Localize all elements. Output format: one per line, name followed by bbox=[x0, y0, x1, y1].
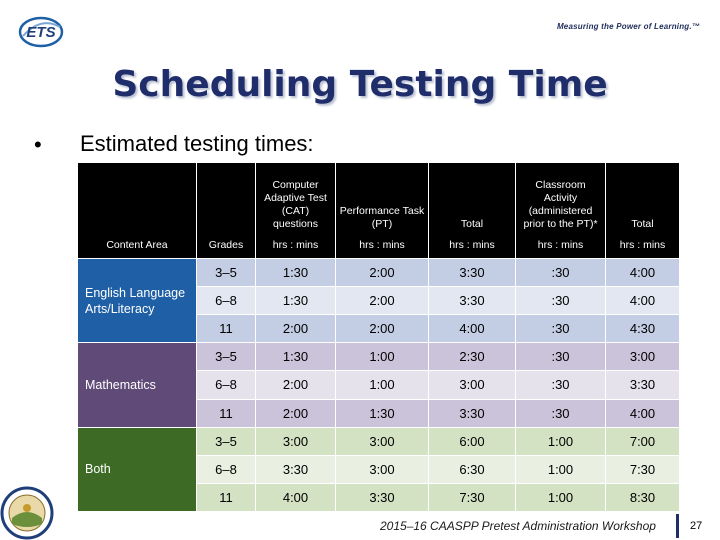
ca-cell: :30 bbox=[515, 286, 606, 316]
total-cell: 6:00 bbox=[428, 426, 516, 456]
cat-cell: 1:30 bbox=[255, 286, 336, 316]
pt-cell: 1:00 bbox=[335, 342, 429, 372]
footer-divider bbox=[676, 514, 679, 538]
header-total-2: Total hrs : mins bbox=[605, 162, 680, 259]
logo-text: ETS bbox=[26, 24, 55, 41]
table-row: Mathematics 3–5 1:30 1:00 2:30 :30 3:00 bbox=[77, 342, 680, 428]
cat-cell: 1:30 bbox=[255, 257, 336, 288]
header-content-area: Content Area bbox=[77, 162, 197, 259]
bullet-marker: • bbox=[34, 132, 42, 157]
footer-text: 2015–16 CAASPP Pretest Administration Wo… bbox=[380, 519, 656, 533]
ca-cell: :30 bbox=[515, 314, 606, 344]
pt-cell: 2:00 bbox=[335, 314, 429, 344]
header-classroom-activity: Classroom Activity (administered prior t… bbox=[515, 162, 606, 259]
total2-cell: 7:00 bbox=[605, 426, 680, 456]
ca-cell: 1:00 bbox=[515, 426, 606, 456]
total2-cell: 3:00 bbox=[605, 342, 680, 372]
cat-cell: 4:00 bbox=[255, 482, 336, 513]
grade-cell: 11 bbox=[196, 314, 256, 344]
area-both: Both bbox=[77, 426, 197, 513]
total-cell: 7:30 bbox=[428, 482, 516, 513]
bullet-text: Estimated testing times: bbox=[80, 131, 314, 156]
total2-cell: 4:00 bbox=[605, 286, 680, 316]
table-header-row: Content Area Grades Computer Adaptive Te… bbox=[77, 162, 680, 259]
total-cell: 2:30 bbox=[428, 342, 516, 372]
grade-cell: 6–8 bbox=[196, 454, 256, 484]
total2-cell: 4:00 bbox=[605, 398, 680, 428]
slide-title: Scheduling Testing Time bbox=[112, 64, 608, 105]
grade-cell: 3–5 bbox=[196, 342, 256, 372]
ets-logo: ETS bbox=[18, 14, 64, 50]
grade-cell: 3–5 bbox=[196, 257, 256, 288]
testing-times-table: Content Area Grades Computer Adaptive Te… bbox=[77, 162, 680, 513]
ca-cell: 1:00 bbox=[515, 482, 606, 513]
grade-cell: 3–5 bbox=[196, 426, 256, 456]
area-math: Mathematics bbox=[77, 342, 197, 428]
cat-cell: 2:00 bbox=[255, 314, 336, 344]
page-number: 27 bbox=[690, 520, 703, 532]
total-cell: 3:30 bbox=[428, 286, 516, 316]
ca-cell: :30 bbox=[515, 342, 606, 372]
total2-cell: 7:30 bbox=[605, 454, 680, 484]
ca-cell: :30 bbox=[515, 257, 606, 288]
cat-cell: 2:00 bbox=[255, 370, 336, 400]
pt-cell: 1:30 bbox=[335, 398, 429, 428]
tagline: Measuring the Power of Learning.™ bbox=[556, 22, 700, 31]
pt-cell: 2:00 bbox=[335, 257, 429, 288]
table-row: English Language Arts/Literacy 3–5 1:30 … bbox=[77, 257, 680, 344]
area-ela: English Language Arts/Literacy bbox=[77, 257, 197, 344]
cat-cell: 1:30 bbox=[255, 342, 336, 372]
grade-cell: 11 bbox=[196, 482, 256, 513]
total-cell: 4:00 bbox=[428, 314, 516, 344]
grade-cell: 11 bbox=[196, 398, 256, 428]
header-pt: Performance Task (PT) hrs : mins bbox=[335, 162, 429, 259]
ca-cell: :30 bbox=[515, 370, 606, 400]
pt-cell: 3:00 bbox=[335, 426, 429, 456]
state-seal-icon bbox=[0, 486, 54, 540]
cat-cell: 3:00 bbox=[255, 426, 336, 456]
ets-logo-icon: ETS bbox=[18, 16, 64, 48]
ca-cell: 1:00 bbox=[515, 454, 606, 484]
total2-cell: 8:30 bbox=[605, 482, 680, 513]
total-cell: 3:30 bbox=[428, 257, 516, 288]
pt-cell: 3:00 bbox=[335, 454, 429, 484]
pt-cell: 3:30 bbox=[335, 482, 429, 513]
total-cell: 6:30 bbox=[428, 454, 516, 484]
grade-cell: 6–8 bbox=[196, 286, 256, 316]
table-row: Both 3–5 3:00 3:00 6:00 1:00 7:00 bbox=[77, 426, 680, 513]
pt-cell: 1:00 bbox=[335, 370, 429, 400]
total-cell: 3:30 bbox=[428, 398, 516, 428]
header-grades: Grades bbox=[196, 162, 256, 259]
total2-cell: 3:30 bbox=[605, 370, 680, 400]
ca-cell: :30 bbox=[515, 398, 606, 428]
header-cat: Computer Adaptive Test (CAT) questions hr… bbox=[255, 162, 336, 259]
header-total: Total hrs : mins bbox=[428, 162, 516, 259]
total-cell: 3:00 bbox=[428, 370, 516, 400]
pt-cell: 2:00 bbox=[335, 286, 429, 316]
total2-cell: 4:30 bbox=[605, 314, 680, 344]
total2-cell: 4:00 bbox=[605, 257, 680, 288]
grade-cell: 6–8 bbox=[196, 370, 256, 400]
cat-cell: 3:30 bbox=[255, 454, 336, 484]
cat-cell: 2:00 bbox=[255, 398, 336, 428]
